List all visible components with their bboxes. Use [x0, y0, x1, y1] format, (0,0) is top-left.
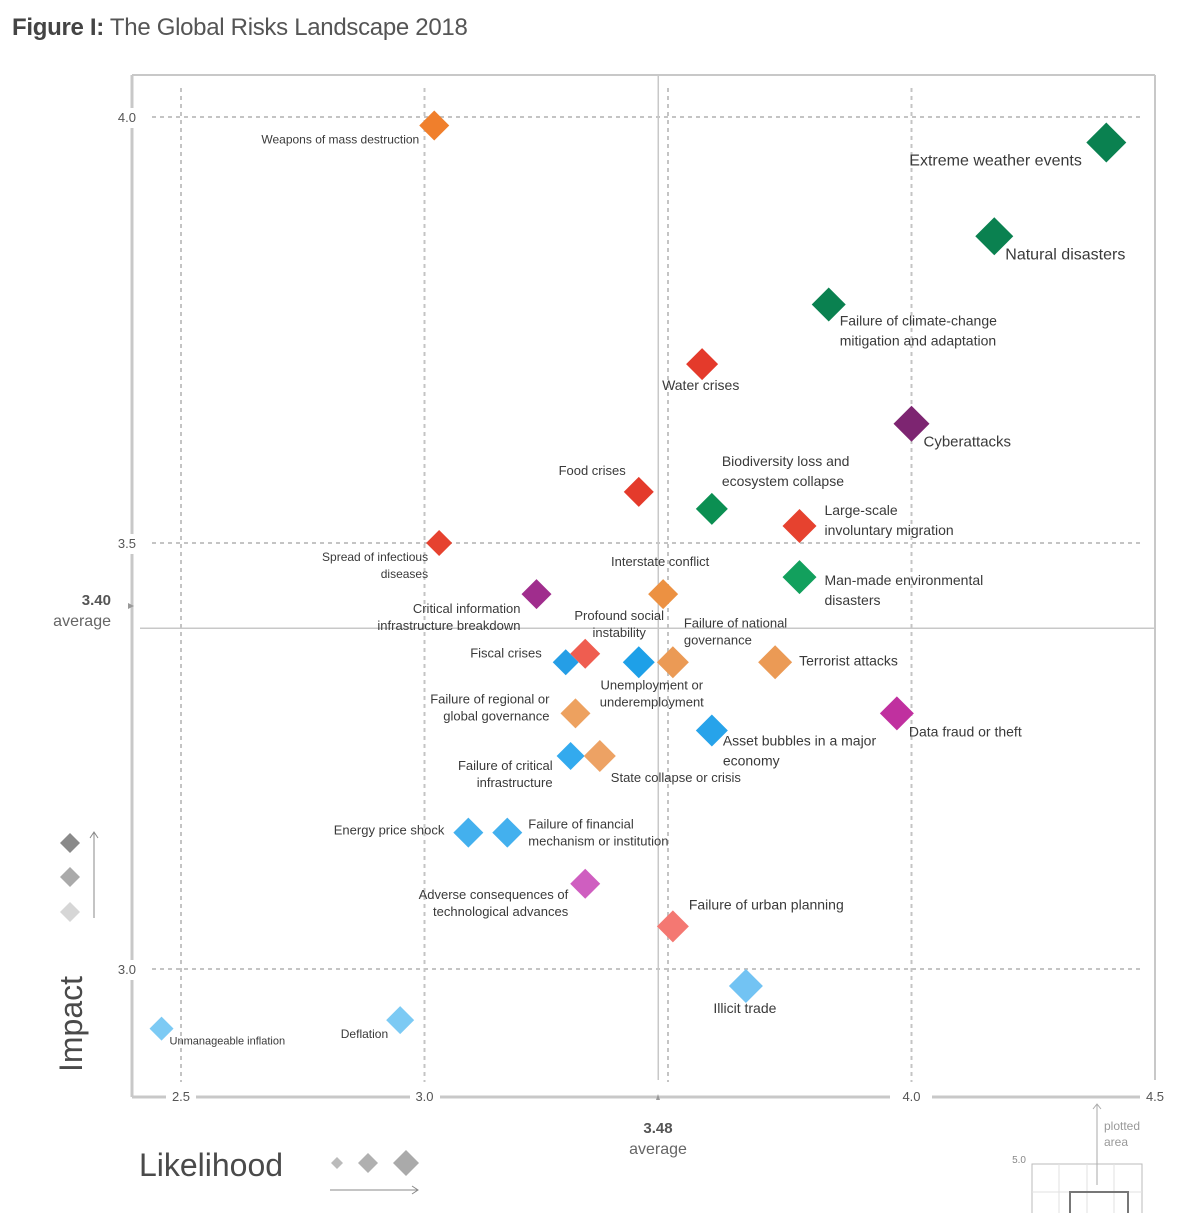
risk-point-marker[interactable]	[570, 868, 601, 899]
risk-point-marker[interactable]	[893, 405, 930, 442]
risk-point-label: Weapons of mass destruction	[261, 133, 419, 147]
y-axis-title: Impact	[53, 976, 89, 1072]
risk-point-marker[interactable]	[492, 817, 523, 848]
risk-point-label: Unemployment or underemployment	[600, 677, 704, 709]
x-tick-label: 2.5	[172, 1089, 190, 1104]
legend-diamond-large	[393, 1150, 419, 1176]
risk-point-marker[interactable]	[686, 348, 719, 381]
risk-point-label: Man-made environmental disasters	[824, 572, 983, 608]
y-average-value: 3.40	[82, 592, 111, 609]
legend-diamond-dark	[60, 833, 80, 853]
risk-point-marker[interactable]	[622, 646, 655, 679]
legend-diamond-small	[331, 1157, 343, 1169]
risk-point-marker[interactable]	[656, 910, 689, 943]
risk-point-label: Failure of regional or global governance	[430, 691, 550, 723]
risk-point-label: Natural disasters	[1005, 246, 1125, 263]
risk-point-marker[interactable]	[1086, 122, 1127, 163]
x-tick-label: 3.0	[415, 1089, 433, 1104]
risk-point-label: Biodiversity loss and ecosystem collapse	[722, 453, 850, 489]
y-average-label: average	[53, 613, 111, 630]
risk-point-label: Failure of climate-change mitigation and …	[840, 312, 997, 348]
risk-point-label: Food crises	[559, 463, 627, 478]
risk-point-label: Failure of urban planning	[689, 896, 844, 912]
axes: 2.5 3.0 4.0 4.5 4.0 3.5 3.0	[118, 75, 1164, 1104]
risk-point-label: Energy price shock	[334, 823, 445, 838]
risk-point-label: Unmanageable inflation	[170, 1036, 286, 1048]
risk-point-label: Profound social instability	[574, 608, 664, 640]
risk-point-label: Failure of financial mechanism or institu…	[528, 817, 668, 849]
risk-point-marker[interactable]	[583, 740, 616, 772]
risk-point-marker[interactable]	[419, 110, 450, 141]
risk-point-marker[interactable]	[556, 742, 585, 770]
risk-point-label: Extreme weather events	[909, 153, 1082, 170]
risk-point-marker[interactable]	[728, 969, 763, 1004]
risk-point-marker[interactable]	[149, 1016, 174, 1041]
risk-point-marker[interactable]	[811, 287, 846, 322]
risk-point-label: Deflation	[341, 1027, 388, 1041]
risk-point-marker[interactable]	[623, 476, 654, 507]
risk-point-label: Data fraud or theft	[909, 723, 1022, 739]
figure-title-text: The Global Risks Landscape 2018	[109, 14, 468, 41]
x-tick-label: 4.5	[1146, 1089, 1164, 1104]
x-average-value: 3.48	[643, 1120, 672, 1137]
y-tick-label: 4.0	[118, 110, 136, 125]
figure-title: Figure I: The Global Risks Landscape 201…	[12, 14, 468, 42]
risk-point-marker[interactable]	[975, 217, 1014, 256]
x-average-label: average	[629, 1141, 687, 1158]
inset-tick: 5.0	[1012, 1155, 1026, 1166]
risk-point-label: Adverse consequences of technological adv…	[419, 887, 569, 919]
risk-point-label: Terrorist attacks	[799, 652, 898, 668]
risk-point-marker[interactable]	[879, 696, 914, 731]
legend-diamond-medium	[358, 1153, 378, 1173]
risk-point-marker[interactable]	[521, 579, 552, 610]
risk-point-label: Critical information infrastructure break…	[377, 601, 520, 633]
risk-point-marker[interactable]	[648, 579, 679, 610]
point-labels: Weapons of mass destruction Extreme weath…	[170, 133, 1126, 1048]
plot-frame	[132, 74, 1156, 1080]
y-tick-label: 3.5	[118, 536, 136, 551]
risk-point-marker[interactable]	[758, 645, 793, 680]
plotted-area-inset: 5.0 plotted area	[1012, 1103, 1143, 1213]
risk-point-label: Failure of critical infrastructure	[458, 758, 553, 790]
risk-point-marker[interactable]	[695, 714, 728, 747]
risk-point-marker[interactable]	[782, 560, 817, 595]
risk-point-marker[interactable]	[695, 492, 728, 525]
risk-point-label: Water crises	[662, 377, 739, 393]
impact-shade-legend	[60, 831, 99, 922]
risk-point-marker[interactable]	[552, 649, 579, 676]
risk-point-label: Interstate conflict	[611, 554, 710, 569]
risk-point-label: Fiscal crises	[470, 645, 542, 660]
likelihood-size-legend	[330, 1150, 419, 1195]
risk-point-label: State collapse or crisis	[611, 770, 742, 785]
risk-point-marker[interactable]	[386, 1006, 415, 1035]
y-tick-label: 3.0	[118, 962, 136, 977]
legend-diamond-mid	[60, 867, 80, 887]
y-average-marker	[128, 603, 134, 609]
x-tick-label: 4.0	[902, 1089, 920, 1104]
risk-point-label: Large-scale involuntary migration	[824, 502, 953, 538]
legend-diamond-light	[60, 902, 80, 922]
risk-point-label: Spread of infectious diseases	[322, 550, 428, 581]
x-axis-title: Likelihood	[139, 1147, 283, 1183]
risk-point-label: Failure of national governance	[684, 615, 787, 647]
risk-point-marker[interactable]	[782, 508, 817, 543]
risk-point-marker[interactable]	[560, 698, 591, 729]
risk-point-label: Illicit trade	[713, 1000, 776, 1016]
risk-point-label: Asset bubbles in a major economy	[723, 732, 877, 768]
risk-point-marker[interactable]	[656, 646, 689, 679]
x-average-marker	[656, 1094, 660, 1100]
figure-title-prefix: Figure I:	[12, 14, 104, 41]
points	[149, 110, 1127, 1041]
inset-label: plotted area	[1104, 1119, 1140, 1149]
risk-point-marker[interactable]	[453, 817, 484, 848]
risk-point-marker[interactable]	[426, 530, 453, 556]
risk-point-marker[interactable]	[570, 638, 601, 669]
risk-point-label: Cyberattacks	[924, 434, 1012, 451]
